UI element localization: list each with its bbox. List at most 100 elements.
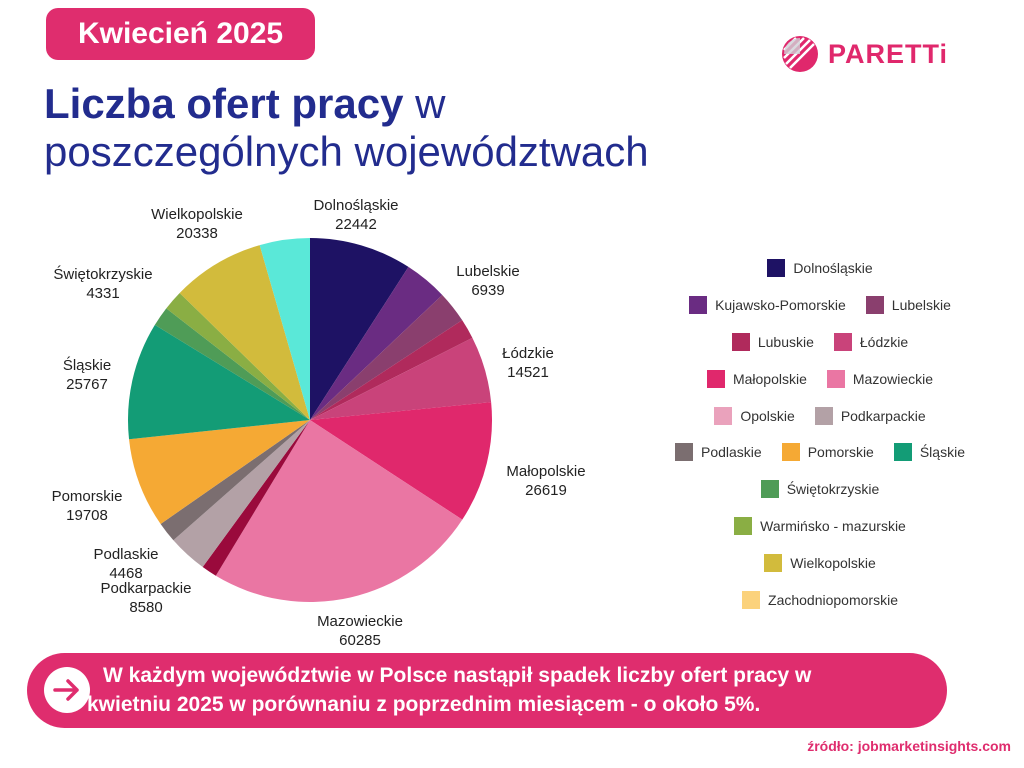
legend-row: Małopolskie Mazowieckie [640, 360, 1000, 397]
pie-slice [173, 420, 310, 568]
legend-row: Świętokrzyskie [640, 471, 1000, 508]
slice-label: Małopolskie [506, 463, 585, 480]
pie-slice [310, 266, 443, 420]
pie-slice [129, 420, 310, 524]
legend-row: Dolnośląskie [640, 250, 1000, 287]
date-badge: Kwiecień 2025 [46, 8, 315, 60]
pie-slice [215, 420, 463, 602]
legend-swatch [833, 332, 852, 351]
title-rest: w [415, 80, 446, 127]
banner-line1: W każdym województwie w Polsce nastąpił … [103, 664, 812, 687]
slice-value-label: 8580 [129, 599, 162, 616]
legend-label: Zachodniopomorskie [768, 591, 898, 608]
slice-label: Mazowieckie [317, 613, 403, 630]
pie-slice [310, 238, 409, 420]
pie-slice [310, 320, 473, 420]
legend-label: Podlaskie [701, 444, 762, 461]
slice-value-label: 19708 [66, 507, 108, 524]
legend-row: Opolskie Podkarpackie [640, 397, 1000, 434]
title-bold: Liczba ofert pracy [44, 80, 404, 127]
legend-row: Warmińsko - mazurskie [640, 508, 1000, 545]
arrow-right-icon [53, 679, 79, 701]
pie-slice [160, 420, 310, 541]
legend-label: Mazowieckie [852, 370, 934, 387]
date-badge-text: Kwiecień 2025 [77, 17, 284, 50]
legend-swatch [689, 296, 708, 315]
legend-row: Kujawsko-Pomorskie Lubelskie [640, 287, 1000, 324]
legend-label: Śląskie [919, 444, 965, 461]
legend-item: Świętokrzyskie [760, 480, 880, 499]
legend-row: Wielkopolskie [640, 544, 1000, 581]
legend-row: Podlaskie Pomorskie Śląskie [640, 434, 1000, 471]
pie-slice [166, 292, 310, 420]
slice-label: Dolnośląskie [313, 197, 398, 214]
slice-label: Podlaskie [93, 546, 158, 563]
slice-label: Świętokrzyskie [53, 265, 152, 283]
legend-item: Kujawsko-Pomorskie [689, 296, 846, 315]
legend-swatch [865, 296, 884, 315]
slice-label: Pomorskie [52, 488, 123, 505]
slice-value-label: 20338 [176, 225, 218, 242]
legend-row: Lubuskie Łódzkie [640, 324, 1000, 361]
source-note: źródło: jobmarketinsights.com [807, 738, 1011, 754]
legend-label: Małopolskie [732, 370, 807, 387]
slice-label: Śląskie [63, 356, 111, 374]
paretti-logo-icon [782, 36, 818, 72]
legend-swatch [675, 443, 693, 462]
legend-label: Świętokrzyskie [786, 481, 880, 498]
legend-label: Opolskie [740, 407, 795, 424]
legend-label: Warmińsko - mazurskie [760, 517, 906, 534]
legend-item: Dolnośląskie [767, 259, 873, 278]
slice-label: Łódzkie [502, 345, 554, 362]
slice-value-label: 6939 [471, 282, 504, 299]
legend-item: Lubuskie [731, 332, 814, 351]
slice-value-label: 22442 [335, 216, 377, 233]
legend-swatch [706, 369, 725, 388]
logo-text: PARETTi [828, 38, 949, 69]
legend-item: Lubelskie [865, 296, 951, 315]
legend-item: Warmińsko - mazurskie [734, 516, 906, 535]
legend-item: Opolskie [714, 406, 795, 425]
legend-label: Dolnośląskie [793, 260, 873, 277]
legend-swatch [742, 590, 761, 609]
legend-swatch [734, 516, 753, 535]
legend-swatch [781, 443, 800, 462]
legend-item: Podkarpackie [814, 406, 926, 425]
slice-value-label: 4468 [109, 565, 142, 582]
legend-swatch [767, 259, 786, 278]
slice-value-label: 4331 [86, 285, 119, 302]
pie-slice [127, 324, 310, 440]
legend-label: Kujawsko-Pomorskie [715, 297, 846, 314]
page-title: Liczba ofert pracy w poszczególnych woje… [44, 80, 844, 176]
legend-item: Wielkopolskie [764, 553, 876, 572]
legend-swatch [714, 406, 733, 425]
legend-item: Mazowieckie [826, 369, 934, 388]
legend-item: Zachodniopomorskie [742, 590, 898, 609]
legend-item: Małopolskie [706, 369, 807, 388]
info-banner: W każdym województwie w Polsce nastąpił … [27, 653, 947, 728]
legend-item: Łódzkie [833, 332, 909, 351]
legend-label: Lubuskie [757, 333, 814, 350]
slice-value-label: 26619 [525, 482, 567, 499]
pie-slice [259, 238, 310, 420]
chart-legend: Dolnośląskie Kujawsko-Pomorskie Lubelskie L… [640, 250, 1000, 618]
legend-swatch [826, 369, 845, 388]
pie-chart: Dolnośląskie 22442 Lubelskie 6939 Łódzkie 145… [52, 197, 586, 649]
paretti-logo: PARETTi [780, 32, 980, 76]
slice-value-label: 60285 [339, 632, 381, 649]
title-line2: poszczególnych województwach [44, 128, 649, 175]
pie-slice [310, 402, 492, 520]
pie-slice [310, 294, 463, 420]
pie-slice [154, 308, 310, 420]
slice-value-label: 25767 [66, 376, 108, 393]
pie-slice [179, 245, 310, 420]
legend-label: Pomorskie [807, 444, 874, 461]
legend-label: Łódzkie [859, 333, 909, 350]
legend-swatch [731, 332, 750, 351]
legend-item: Pomorskie [781, 443, 874, 462]
pie-slice [202, 420, 310, 576]
banner-line2: kwietniu 2025 w porównaniu z poprzednim … [87, 693, 761, 716]
slice-label: Lubelskie [456, 263, 519, 280]
legend-swatch [893, 443, 912, 462]
legend-row: Zachodniopomorskie [640, 581, 1000, 618]
